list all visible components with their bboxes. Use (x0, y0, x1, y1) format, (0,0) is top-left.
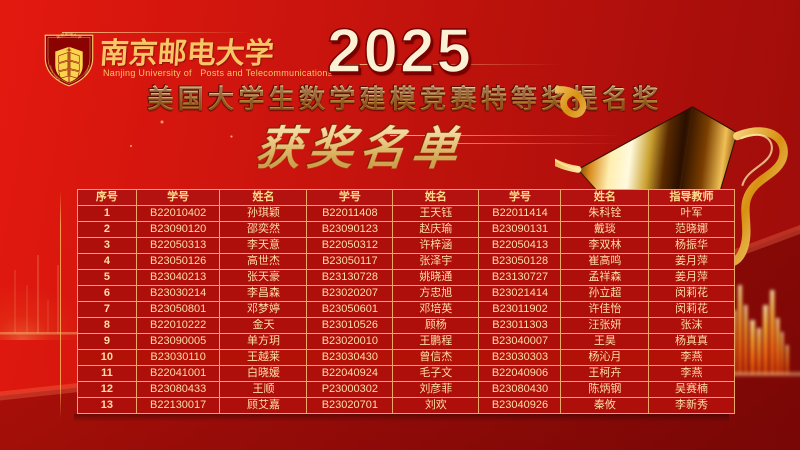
svg-text:1931: 1931 (66, 50, 72, 52)
